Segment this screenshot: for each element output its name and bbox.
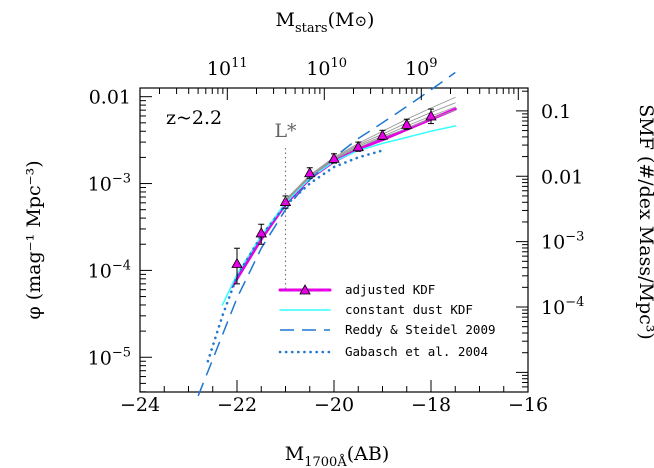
legend-label-1: constant dust KDF bbox=[345, 302, 473, 317]
data-point bbox=[352, 140, 364, 152]
right-tick-label: 10−4 bbox=[541, 295, 584, 319]
data-point bbox=[304, 166, 316, 178]
data-point bbox=[425, 110, 437, 121]
top-tick-label: 109 bbox=[405, 56, 437, 80]
series-line-2 bbox=[197, 71, 456, 397]
data-point bbox=[328, 152, 340, 163]
redshift-label: z~2.2 bbox=[166, 107, 222, 129]
data-points bbox=[231, 108, 437, 285]
top-tick-label: 1010 bbox=[306, 56, 347, 80]
x-axis-title: M1700Å(AB) bbox=[285, 443, 389, 468]
legend-marker bbox=[299, 284, 311, 295]
x-tick-label: −16 bbox=[508, 394, 548, 416]
data-point bbox=[231, 257, 243, 268]
data-point bbox=[279, 195, 292, 206]
top-tick-label: 1011 bbox=[207, 56, 248, 80]
y-tick-label: 10−5 bbox=[88, 345, 131, 369]
series-line-5 bbox=[285, 102, 456, 201]
y-tick-label: 10−3 bbox=[88, 172, 131, 196]
y-axis-title-right: SMF (#/dex Mass/Mpc³) bbox=[635, 104, 654, 340]
data-point bbox=[401, 118, 413, 129]
y-axis-title-left: φ (mag⁻¹ Mpc⁻³) bbox=[23, 160, 45, 319]
x-tick-label: −22 bbox=[217, 394, 257, 416]
axis-ticks bbox=[139, 88, 529, 393]
x-tick-label: −20 bbox=[314, 394, 354, 416]
y-tick-label: 10−4 bbox=[88, 258, 131, 282]
right-tick-label: 0.01 bbox=[541, 166, 583, 188]
data-point bbox=[376, 129, 389, 140]
legend-label-0: adjusted KDF bbox=[345, 282, 435, 297]
series-line-1 bbox=[221, 125, 457, 306]
lstar-label: L* bbox=[274, 120, 297, 142]
annotations: z~2.2 L* bbox=[166, 107, 297, 292]
series-line-0 bbox=[230, 107, 457, 289]
legend: adjusted KDF constant dust KDF Reddy & Ste… bbox=[278, 282, 496, 359]
x-tick-label: −18 bbox=[411, 394, 451, 416]
right-tick-label: 10−3 bbox=[541, 230, 584, 254]
right-tick-label: 0.1 bbox=[541, 101, 571, 123]
top-axis-title: Mstars(M⊙) bbox=[276, 9, 375, 36]
series-line-4 bbox=[285, 96, 456, 201]
axis-labels: −24 −22 −20 −18 −16 0.01 10−3 10−4 10−5 0.1 0.01 10… bbox=[23, 9, 654, 468]
y-tick-label: 0.01 bbox=[89, 87, 131, 109]
data-point bbox=[255, 227, 267, 238]
legend-label-2: Reddy & Steidel 2009 bbox=[345, 322, 496, 337]
legend-label-3: Gabasch et al. 2004 bbox=[345, 344, 488, 359]
x-tick-label: −24 bbox=[120, 394, 160, 416]
